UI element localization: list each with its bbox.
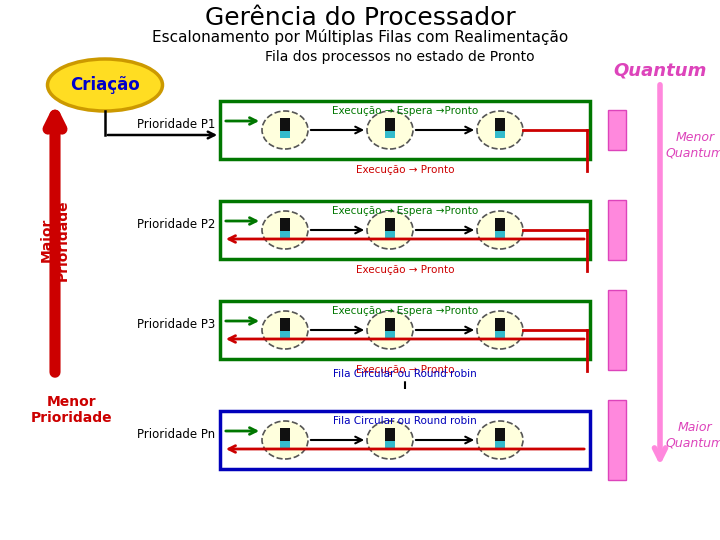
- Bar: [495, 231, 505, 238]
- Ellipse shape: [477, 111, 523, 149]
- Text: Menor
Quantum: Menor Quantum: [666, 131, 720, 159]
- Text: Criação: Criação: [70, 76, 140, 94]
- Text: Prioridade Pn: Prioridade Pn: [137, 429, 215, 442]
- Bar: [280, 441, 290, 448]
- Bar: [385, 428, 395, 442]
- Bar: [280, 231, 290, 238]
- Text: Prioridade P1: Prioridade P1: [137, 118, 215, 132]
- Bar: [495, 131, 505, 138]
- Bar: [280, 218, 290, 232]
- Ellipse shape: [477, 211, 523, 249]
- Bar: [495, 441, 505, 448]
- Ellipse shape: [262, 111, 308, 149]
- Bar: [608, 400, 626, 480]
- Ellipse shape: [367, 211, 413, 249]
- Bar: [220, 201, 590, 259]
- Bar: [608, 110, 626, 150]
- Bar: [220, 101, 590, 159]
- Ellipse shape: [477, 421, 523, 459]
- Bar: [385, 118, 395, 132]
- Text: Fila dos processos no estado de Pronto: Fila dos processos no estado de Pronto: [265, 50, 535, 64]
- Text: Execução → Pronto: Execução → Pronto: [356, 265, 454, 275]
- Text: Execução → Espera →Pronto: Execução → Espera →Pronto: [332, 106, 478, 116]
- Bar: [385, 441, 395, 448]
- Bar: [385, 331, 395, 338]
- Text: Fila Circular ou Round robin: Fila Circular ou Round robin: [333, 369, 477, 379]
- Text: Maior
Prioridade: Maior Prioridade: [40, 199, 70, 281]
- Text: Execução → Espera →Pronto: Execução → Espera →Pronto: [332, 306, 478, 316]
- Bar: [280, 331, 290, 338]
- Bar: [220, 411, 590, 469]
- Bar: [385, 131, 395, 138]
- Bar: [495, 318, 505, 332]
- Text: Maior
Quantum: Maior Quantum: [666, 421, 720, 449]
- Ellipse shape: [48, 59, 163, 111]
- Text: Menor
Prioridade: Menor Prioridade: [31, 395, 113, 425]
- Text: Escalonamento por Múltiplas Filas com Realimentação: Escalonamento por Múltiplas Filas com Re…: [152, 29, 568, 45]
- Bar: [495, 118, 505, 132]
- Bar: [495, 331, 505, 338]
- Ellipse shape: [367, 311, 413, 349]
- Text: Prioridade P2: Prioridade P2: [137, 219, 215, 232]
- Bar: [385, 318, 395, 332]
- Text: Prioridade P3: Prioridade P3: [137, 319, 215, 332]
- Ellipse shape: [262, 421, 308, 459]
- Ellipse shape: [367, 111, 413, 149]
- Text: Fila Circular ou Round robin: Fila Circular ou Round robin: [333, 416, 477, 426]
- Ellipse shape: [477, 311, 523, 349]
- Bar: [220, 301, 590, 359]
- Ellipse shape: [367, 421, 413, 459]
- Bar: [385, 218, 395, 232]
- Bar: [608, 200, 626, 260]
- Bar: [608, 290, 626, 370]
- Bar: [495, 218, 505, 232]
- Ellipse shape: [262, 211, 308, 249]
- Text: Gerência do Processador: Gerência do Processador: [204, 6, 516, 30]
- Text: Quantum: Quantum: [613, 61, 707, 79]
- Bar: [280, 318, 290, 332]
- Bar: [280, 131, 290, 138]
- Text: Execução → Espera →Pronto: Execução → Espera →Pronto: [332, 206, 478, 216]
- Bar: [280, 428, 290, 442]
- Bar: [280, 118, 290, 132]
- Bar: [385, 231, 395, 238]
- Ellipse shape: [262, 311, 308, 349]
- Text: Execução → Pronto: Execução → Pronto: [356, 165, 454, 175]
- Text: Execução → Pronto: Execução → Pronto: [356, 365, 454, 375]
- Bar: [495, 428, 505, 442]
